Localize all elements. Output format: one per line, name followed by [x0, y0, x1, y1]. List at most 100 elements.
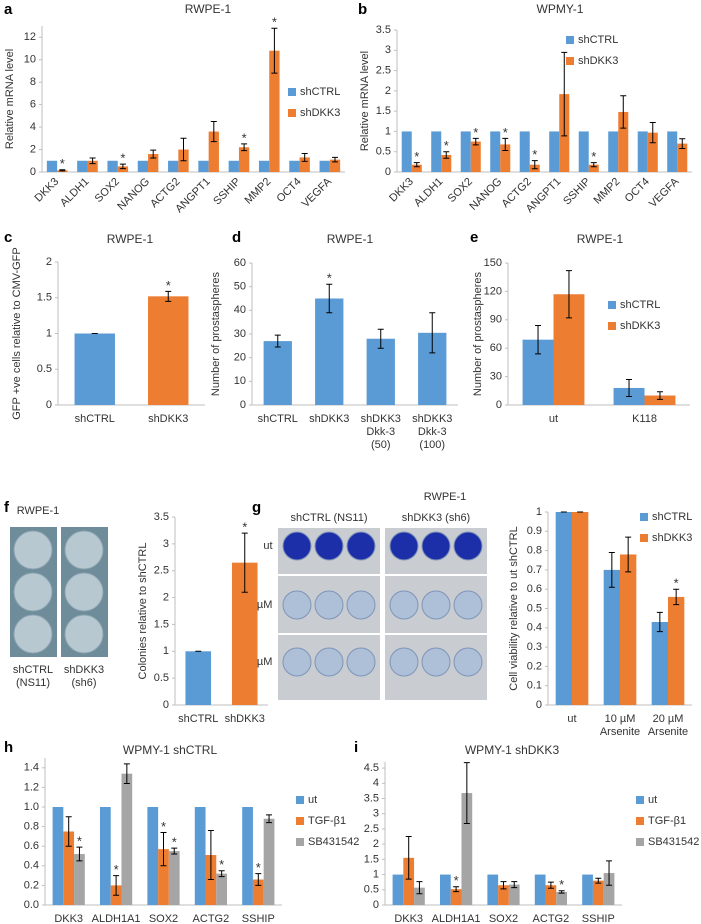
error-bar	[656, 391, 663, 400]
significance-marker: *	[444, 138, 449, 153]
legend-label: SB431542	[308, 836, 359, 848]
y-tick-label: 1.0	[24, 801, 39, 813]
bar	[117, 166, 129, 172]
y-tick-label: 1.2	[24, 781, 39, 793]
significance-marker: *	[674, 576, 679, 591]
error-bar	[266, 814, 273, 824]
bar	[238, 147, 250, 172]
x-tick-label-line: Arsenite	[648, 726, 688, 738]
bar	[228, 160, 239, 172]
y-tick-label: 0.2	[24, 879, 39, 891]
error-bar	[606, 860, 613, 886]
bar	[299, 157, 310, 172]
photo-label: shCTRL	[13, 664, 53, 676]
x-tick-label: SOX2	[489, 913, 518, 924]
y-axis-label: Colonies relative to shCTRL	[137, 543, 149, 680]
legend-label: ut	[308, 794, 317, 806]
bar	[500, 144, 511, 172]
chart-title: RWPE-1	[185, 2, 232, 16]
legend-label: shCTRL	[620, 299, 660, 311]
y-tick-label: 2	[163, 591, 169, 603]
photo-label: (NS11)	[16, 677, 50, 689]
x-tick-label: ALDH1A1	[92, 913, 141, 924]
bar	[99, 807, 111, 905]
bar	[392, 874, 404, 905]
y-tick-label: 50	[234, 281, 246, 293]
y-tick-label: 1	[46, 327, 52, 339]
x-tick-label: shDKK3 Dkk-3 (50)	[361, 413, 401, 451]
significance-marker: *	[161, 819, 166, 834]
bar	[644, 395, 676, 405]
bar	[637, 131, 648, 172]
x-tick-label: shDKK3	[225, 713, 265, 725]
bar	[77, 160, 88, 172]
x-tick-label: ACTG2	[193, 913, 230, 924]
error-bar	[271, 27, 278, 74]
y-tick-label: 30	[234, 328, 246, 340]
y-tick-label: 1	[536, 506, 542, 518]
y-tick-label: 0.1	[527, 680, 542, 692]
y-tick-label: 1.5	[154, 618, 169, 630]
bar	[534, 874, 546, 905]
bar	[137, 160, 149, 172]
error-bar	[565, 270, 572, 319]
error-bar	[160, 831, 167, 867]
bar	[592, 880, 604, 905]
x-tick-label-line: (50)	[371, 439, 391, 451]
bar	[258, 160, 270, 172]
y-tick-label: 0.9	[527, 525, 542, 537]
bar	[508, 884, 520, 905]
significance-marker: *	[414, 149, 419, 164]
y-tick-label: 3	[163, 538, 169, 550]
error-bar	[89, 157, 96, 165]
error-bar	[210, 120, 217, 143]
y-tick-label: 0	[385, 166, 391, 178]
error-bar	[405, 836, 412, 880]
legend-swatch	[640, 534, 648, 542]
y-tick-label: 0.5	[37, 363, 52, 375]
bar	[608, 131, 619, 172]
bar	[647, 132, 658, 172]
y-axis-label: Number of prostaspheres	[472, 271, 484, 396]
legend-swatch	[288, 109, 296, 117]
bar	[168, 851, 180, 905]
viability-plates	[278, 528, 487, 700]
error-bar	[590, 162, 597, 168]
bar	[252, 879, 264, 905]
bar	[549, 131, 560, 172]
y-tick-label: 1	[385, 125, 391, 137]
legend-swatch	[296, 838, 304, 846]
legend-label: shDKK3	[652, 532, 692, 544]
x-tick-label: 10 µM Arsenite	[600, 713, 640, 738]
y-tick-label: 120	[484, 285, 502, 297]
legend-label: shCTRL	[578, 34, 618, 46]
legend-swatch	[636, 838, 644, 846]
bar	[618, 111, 629, 172]
bar	[319, 160, 330, 172]
x-tick-label: ut	[567, 713, 576, 725]
error-bar	[595, 877, 602, 884]
bar	[578, 131, 589, 172]
y-tick-label: 3	[385, 44, 391, 56]
y-tick-label: 0	[536, 699, 542, 711]
bar	[329, 159, 341, 172]
error-bar	[649, 122, 656, 144]
error-bar	[123, 763, 130, 784]
bar	[263, 818, 275, 905]
y-axis-label: Relative mRNA level	[4, 49, 16, 149]
error-bar	[180, 137, 187, 162]
photo-title: RWPE-1	[424, 491, 467, 503]
bar	[651, 622, 668, 705]
legend-label: shCTRL	[300, 86, 340, 98]
error-bar	[76, 846, 83, 862]
chart-title: WPMY-1 shCTRL	[123, 743, 218, 757]
y-tick-label: 2	[30, 143, 36, 155]
y-tick-label: 2	[373, 838, 379, 850]
y-tick-label: 0	[496, 399, 502, 411]
legend-swatch	[566, 57, 574, 65]
significance-marker: *	[473, 125, 478, 140]
x-tick-label-line: shDKK3	[361, 413, 401, 425]
y-tick-label: 0.4	[24, 860, 39, 872]
legend-label: shCTRL	[652, 511, 692, 523]
